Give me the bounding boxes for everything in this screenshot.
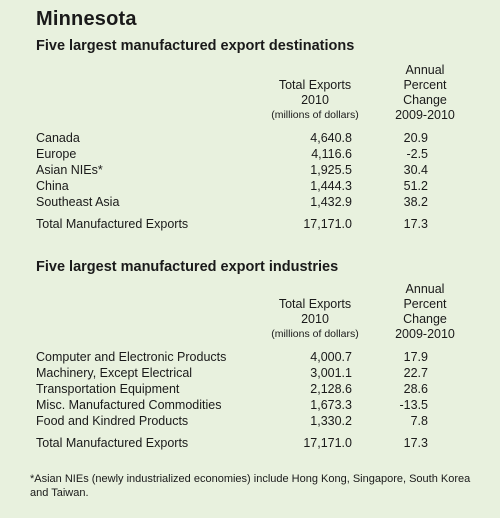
row-label: Canada (36, 131, 80, 145)
row-label: Asian NIEs* (36, 163, 103, 177)
row-change: 17.9 (403, 350, 428, 364)
col1-line-2: 2010 (301, 312, 329, 326)
row-change: -2.5 (406, 147, 428, 161)
table-row: Europe 4,116.6 -2.5 (36, 146, 476, 162)
row-label: Machinery, Except Electrical (36, 366, 193, 380)
section2-col1-header: Total Exports 2010 (millions of dollars) (255, 297, 375, 342)
row-total: 1,925.5 (310, 163, 352, 177)
row-change: 38.2 (403, 195, 428, 209)
section2-table: Computer and Electronic Products 4,000.7… (36, 349, 476, 451)
col2-line-3: Change (403, 312, 447, 326)
row-label: Total Manufactured Exports (36, 217, 189, 231)
row-change: 28.6 (403, 382, 428, 396)
row-label: Transportation Equipment (36, 382, 180, 396)
col2-line-1: Annual (405, 282, 445, 296)
col1-line-1: Total Exports (278, 297, 352, 311)
col1-line-1: Total Exports (278, 78, 352, 92)
row-label: Food and Kindred Products (36, 414, 189, 428)
col1-line-3: (millions of dollars) (271, 109, 359, 121)
row-total: 2,128.6 (310, 382, 352, 396)
row-total: 4,000.7 (310, 350, 352, 364)
col2-line-2: Percent (403, 78, 447, 92)
section2-heading: Five largest manufactured export industr… (36, 259, 339, 275)
row-change: 30.4 (403, 163, 428, 177)
row-label: Misc. Manufactured Commodities (36, 398, 222, 412)
row-change: -13.5 (399, 398, 429, 412)
col2-line-2: Percent (403, 297, 447, 311)
row-total: 4,116.6 (311, 147, 352, 161)
row-label: China (36, 179, 69, 193)
row-total: 3,001.1 (310, 366, 352, 380)
page-title: Minnesota (36, 8, 137, 30)
row-change: 17.3 (403, 436, 428, 450)
col2-line-4: 2009-2010 (395, 327, 455, 341)
row-label: Computer and Electronic Products (36, 350, 227, 364)
row-total: 1,673.3 (310, 398, 352, 412)
section2-col2-header: Annual Percent Change 2009-2010 (385, 282, 465, 342)
row-change: 22.7 (403, 366, 428, 380)
table-row: Misc. Manufactured Commodities 1,673.3 -… (36, 397, 476, 413)
section1-col2-header: Annual Percent Change 2009-2010 (385, 63, 465, 123)
row-total: 17,171.0 (303, 436, 352, 450)
section1-table: Canada 4,640.8 20.9 Europe 4,116.6 -2.5 … (36, 130, 476, 232)
section1-heading: Five largest manufactured export destina… (36, 38, 355, 54)
table-row: Machinery, Except Electrical 3,001.1 22.… (36, 365, 476, 381)
table-row: Computer and Electronic Products 4,000.7… (36, 349, 476, 365)
table-row: Southeast Asia 1,432.9 38.2 (36, 194, 476, 210)
row-change: 17.3 (403, 217, 428, 231)
col1-line-3: (millions of dollars) (271, 328, 359, 340)
row-label: Total Manufactured Exports (36, 436, 189, 450)
footnote: *Asian NIEs (newly industrialized econom… (30, 473, 471, 499)
row-total: 1,330.2 (310, 414, 352, 428)
row-change: 7.8 (410, 414, 428, 428)
row-change: 51.2 (403, 179, 428, 193)
total-row: Total Manufactured Exports 17,171.0 17.3 (36, 435, 476, 451)
row-total: 1,444.3 (310, 179, 352, 193)
row-change: 20.9 (403, 131, 428, 145)
col2-line-4: 2009-2010 (395, 108, 455, 122)
table-row: Asian NIEs* 1,925.5 30.4 (36, 162, 476, 178)
col2-line-1: Annual (405, 63, 445, 77)
table-row: Canada 4,640.8 20.9 (36, 130, 476, 146)
table-row: Transportation Equipment 2,128.6 28.6 (36, 381, 476, 397)
table-row: China 1,444.3 51.2 (36, 178, 476, 194)
row-total: 4,640.8 (310, 131, 352, 145)
row-label: Europe (36, 147, 77, 161)
col1-line-2: 2010 (301, 93, 329, 107)
section1-col1-header: Total Exports 2010 (millions of dollars) (255, 78, 375, 123)
total-row: Total Manufactured Exports 17,171.0 17.3 (36, 216, 476, 232)
row-label: Southeast Asia (36, 195, 120, 209)
table-row: Food and Kindred Products 1,330.2 7.8 (36, 413, 476, 429)
row-total: 1,432.9 (310, 195, 352, 209)
col2-line-3: Change (403, 93, 447, 107)
row-total: 17,171.0 (303, 217, 352, 231)
